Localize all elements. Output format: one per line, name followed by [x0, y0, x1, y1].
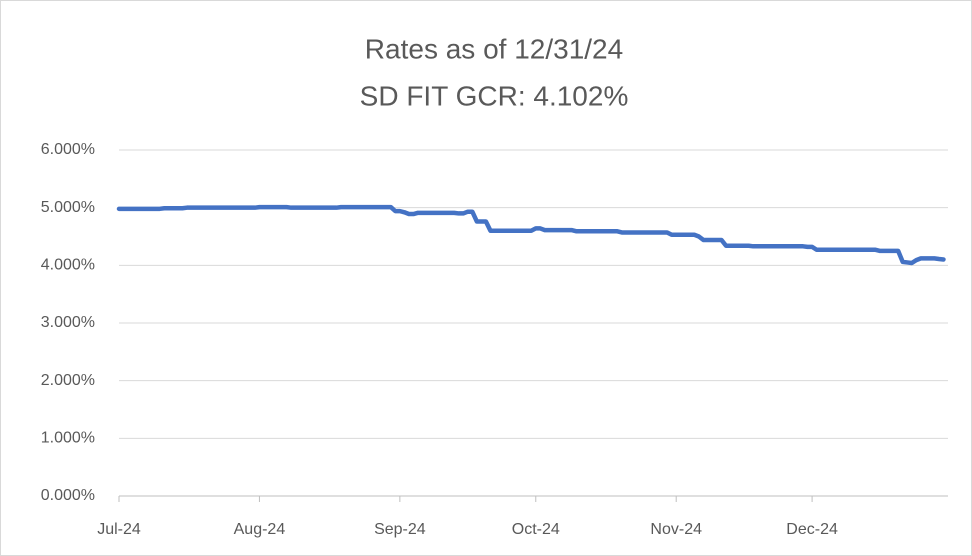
x-tick-label: Dec-24 [786, 521, 838, 538]
y-tick-label: 3.000% [41, 314, 95, 331]
x-tick-label: Sep-24 [374, 521, 426, 538]
y-tick-label: 4.000% [41, 257, 95, 274]
y-tick-label: 1.000% [41, 430, 95, 447]
chart-subtitle: SD FIT GCR: 4.102% [360, 80, 629, 111]
y-tick-label: 6.000% [41, 141, 95, 158]
chart-title: Rates as of 12/31/24 [365, 33, 623, 64]
y-tick-label: 2.000% [41, 372, 95, 389]
x-tick-label: Oct-24 [512, 521, 560, 538]
x-tick-label: Jul-24 [97, 521, 141, 538]
y-tick-label: 5.000% [41, 199, 95, 216]
y-tick-label: 0.000% [41, 487, 95, 504]
line-series [116, 204, 946, 266]
x-tick-label: Aug-24 [234, 521, 286, 538]
x-tick-label: Nov-24 [650, 521, 702, 538]
